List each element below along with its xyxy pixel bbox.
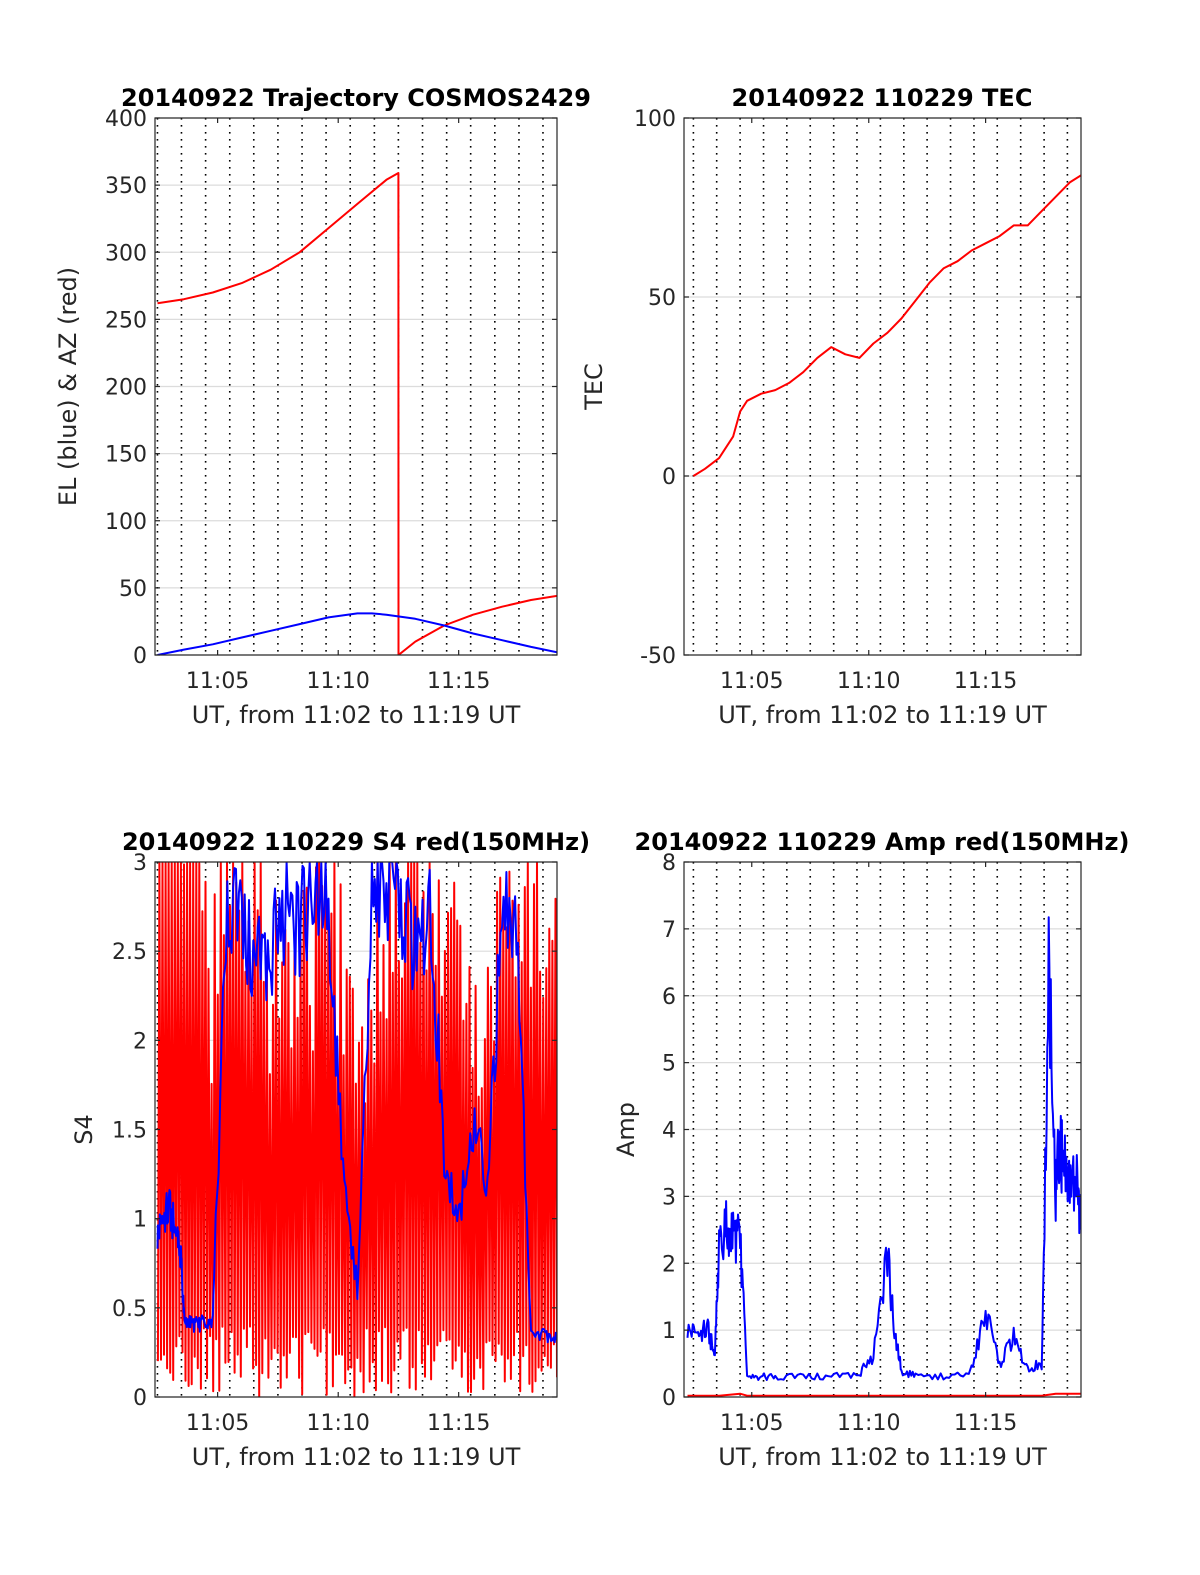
series-line-az — [157, 172, 557, 655]
x-tick-label: 11:15 — [954, 1411, 1017, 1436]
x-axis-label: UT, from 11:02 to 11:19 UT — [718, 701, 1047, 729]
x-tick-label: 11:10 — [837, 1411, 900, 1436]
y-tick-label: 0 — [662, 1386, 676, 1411]
series-line-amp-red — [687, 1392, 1081, 1397]
y-tick-label: 6 — [662, 985, 676, 1010]
y-tick-label: 1 — [662, 1319, 676, 1344]
y-axis-label: S4 — [70, 1114, 98, 1145]
chart-panel-3: 0 0.5 1 1.5 2 2.5 3 11:05 11:10 11:15 20140922 110… — [70, 828, 590, 1471]
y-tick-label: 2 — [133, 1029, 147, 1054]
plot-area — [157, 172, 557, 655]
y-axis-label: EL (blue) & AZ (red) — [54, 267, 82, 506]
chart-panel-1: 0 50 100 150 200 250 300 350 400 11:05 11:10 11:15 2… — [54, 84, 591, 729]
y-tick-label: 350 — [105, 174, 147, 199]
y-tick-label: 200 — [105, 376, 147, 401]
series-line-el — [157, 612, 557, 655]
y-tick-label: 300 — [105, 241, 147, 266]
y-tick-label: 3 — [662, 1185, 676, 1210]
y-tick-label: 50 — [648, 286, 676, 311]
series-line-s4-blue — [156, 862, 557, 1344]
y-tick-label: 4 — [662, 1119, 676, 1144]
x-tick-label: 11:10 — [307, 1411, 370, 1436]
x-axis-label: UT, from 11:02 to 11:19 UT — [192, 701, 521, 729]
y-tick-label: 50 — [119, 577, 147, 602]
axes-box — [683, 117, 1082, 656]
x-tick-label: 11:10 — [837, 669, 900, 694]
chart-title: 20140922 110229 Amp red(150MHz) — [635, 828, 1130, 856]
y-axis-label: TEC — [580, 363, 608, 411]
y-tick-label: 400 — [105, 107, 147, 132]
y-tick-label: 0 — [133, 1386, 147, 1411]
y-tick-label: 1 — [133, 1208, 147, 1233]
y-tick-label: 0 — [133, 644, 147, 669]
chart-title: 20140922 Trajectory COSMOS2429 — [121, 84, 591, 112]
x-axis-label: UT, from 11:02 to 11:19 UT — [192, 1443, 521, 1471]
y-tick-label: 7 — [662, 918, 676, 943]
y-axis-label: Amp — [612, 1102, 640, 1157]
chart-title: 20140922 110229 S4 red(150MHz) — [122, 828, 590, 856]
y-tick-label: 3 — [133, 851, 147, 876]
series-line-tec — [692, 174, 1081, 477]
y-tick-label: 5 — [662, 1052, 676, 1077]
plot-area — [156, 862, 557, 1397]
x-axis-label: UT, from 11:02 to 11:19 UT — [718, 1443, 1047, 1471]
chart-panel-2: -50 0 50 100 11:05 11:10 11:15 20140922 110229 … — [580, 84, 1082, 729]
y-tick-label: 8 — [662, 851, 676, 876]
y-tick-label: -50 — [640, 644, 676, 669]
x-tick-label: 11:15 — [427, 1411, 490, 1436]
x-tick-label: 11:10 — [307, 669, 370, 694]
y-tick-label: 0.5 — [112, 1297, 147, 1322]
plot-area — [692, 174, 1081, 477]
y-tick-label: 150 — [105, 443, 147, 468]
x-tick-label: 11:15 — [427, 669, 490, 694]
x-tick-label: 11:05 — [720, 669, 783, 694]
y-tick-label: 1.5 — [112, 1119, 147, 1144]
y-tick-label: 100 — [634, 107, 676, 132]
y-tick-label: 100 — [105, 510, 147, 535]
chart-panel-4: 0 1 2 3 4 5 6 7 8 11:05 11:10 11:15 20140922 110229 … — [612, 828, 1129, 1471]
y-tick-label: 250 — [105, 308, 147, 333]
chart-title: 20140922 110229 TEC — [732, 84, 1033, 112]
y-tick-label: 0 — [662, 465, 676, 490]
y-tick-label: 2.5 — [112, 940, 147, 965]
series-line-amp-blue — [686, 916, 1081, 1381]
plot-area — [686, 916, 1081, 1397]
y-tick-label: 2 — [662, 1252, 676, 1277]
x-tick-label: 11:05 — [186, 669, 249, 694]
x-tick-label: 11:05 — [186, 1411, 249, 1436]
x-tick-label: 11:05 — [720, 1411, 783, 1436]
x-tick-label: 11:15 — [954, 669, 1017, 694]
